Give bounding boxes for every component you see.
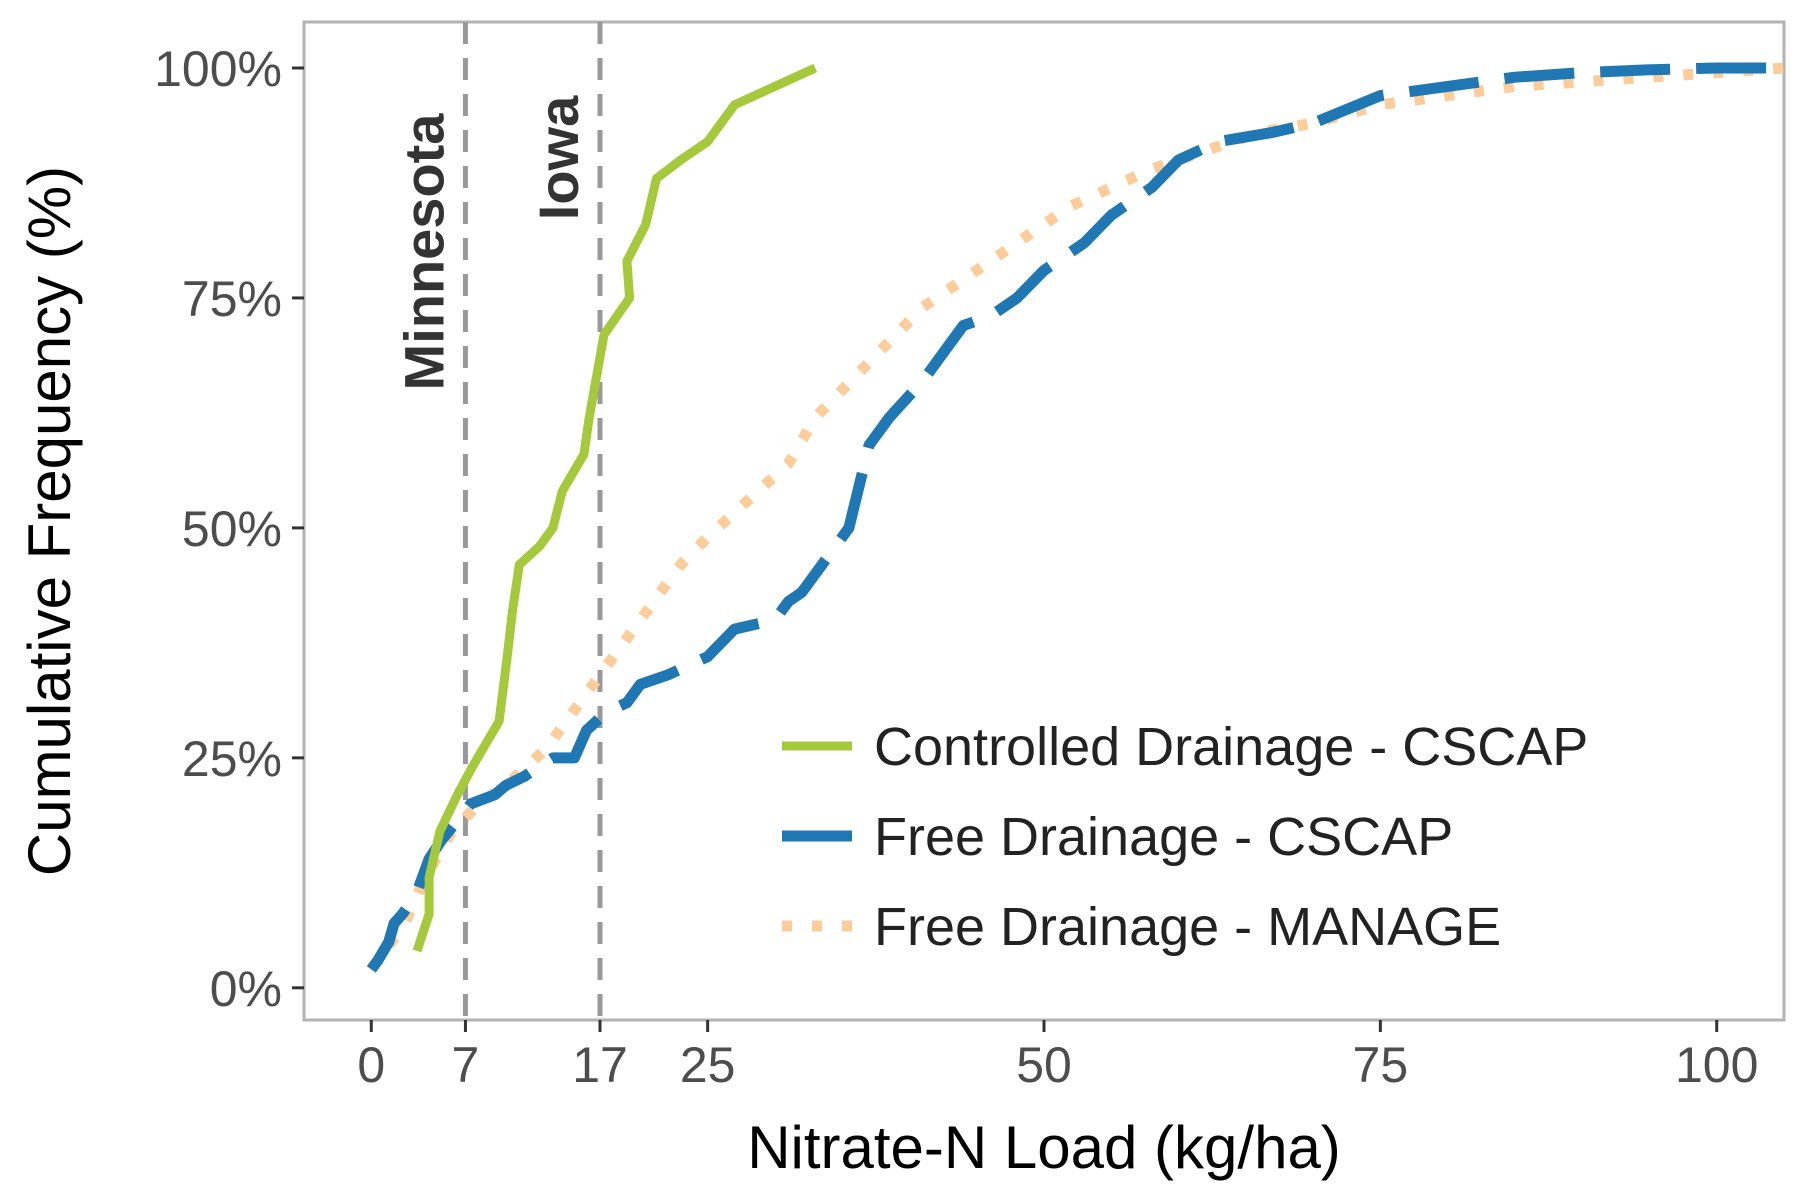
y-tick-label: 0% (210, 961, 282, 1017)
reference-annotations: Minnesota Iowa (392, 95, 590, 391)
x-tick-label: 25 (680, 1037, 736, 1093)
series-line (366, 62, 1784, 973)
reference-lines (462, 22, 603, 1020)
iowa-label: Iowa (527, 95, 590, 220)
x-axis: 0 7 17 25 50 75 100 (357, 1020, 1758, 1093)
x-tick-label: 7 (452, 1037, 480, 1093)
legend-label: Controlled Drainage - CSCAP (874, 717, 1588, 777)
series-line (412, 63, 818, 953)
x-tick-label: 0 (357, 1037, 385, 1093)
x-tick-label: 75 (1353, 1037, 1409, 1093)
legend-item: Free Drainage - MANAGE (782, 897, 1501, 957)
x-tick-label: 17 (572, 1037, 628, 1093)
x-tick-label: 50 (1016, 1037, 1072, 1093)
legend: Controlled Drainage - CSCAP Free Drainag… (782, 717, 1588, 957)
legend-item: Controlled Drainage - CSCAP (782, 717, 1588, 777)
plot-panel (302, 20, 1786, 1022)
y-axis: 0% 25% 50% 75% 100% (154, 41, 304, 1017)
x-tick-label: 100 (1675, 1037, 1758, 1093)
x-axis-title: Nitrate-N Load (kg/ha) (747, 1114, 1341, 1181)
y-axis-title: Cumulative Frequency (%) (16, 166, 83, 876)
minnesota-label: Minnesota (392, 113, 455, 391)
legend-label: Free Drainage - CSCAP (874, 807, 1453, 867)
y-tick-label: 50% (182, 501, 282, 557)
y-tick-label: 75% (182, 271, 282, 327)
series-layer (366, 62, 1784, 973)
legend-label: Free Drainage - MANAGE (874, 897, 1501, 957)
y-tick-label: 25% (182, 731, 282, 787)
legend-item: Free Drainage - CSCAP (782, 807, 1453, 867)
y-tick-label: 100% (154, 41, 282, 97)
